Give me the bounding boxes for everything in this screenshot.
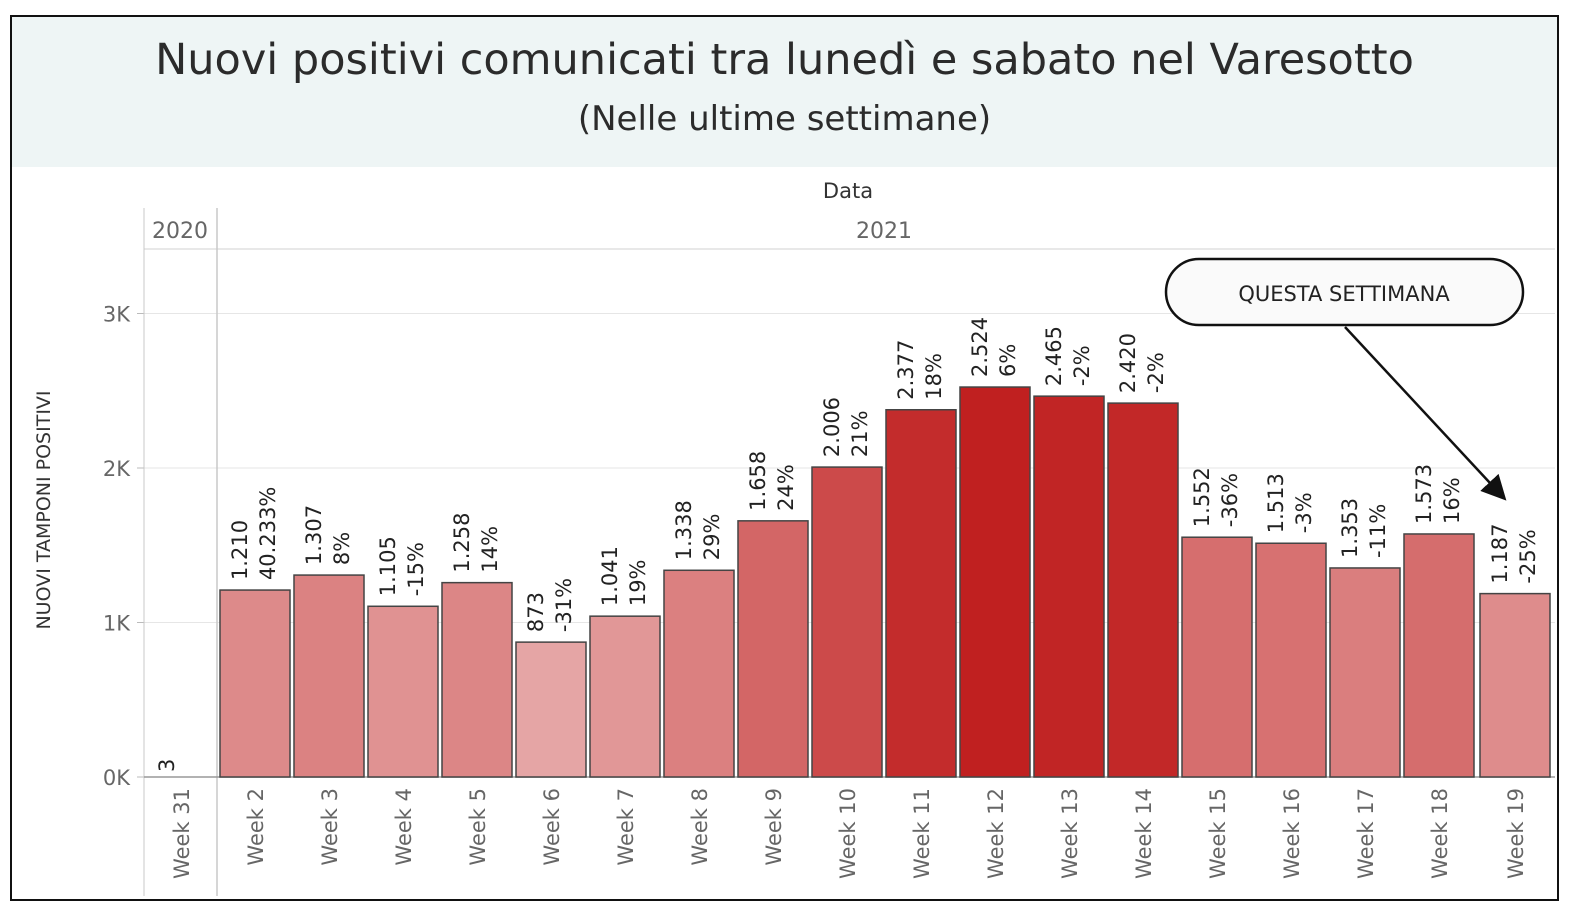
- pct-label: 18%: [922, 353, 946, 400]
- callout-label: QUESTA SETTIMANA: [1238, 282, 1450, 306]
- bar: [1255, 542, 1327, 778]
- year-label: 2021: [856, 219, 912, 244]
- x-tick-label: Week 3: [318, 788, 342, 866]
- pct-label: -2%: [1070, 345, 1094, 386]
- x-tick-label: Week 19: [1504, 788, 1528, 879]
- bar: [589, 615, 661, 778]
- bar: [219, 589, 291, 778]
- x-tick-label: Week 10: [836, 788, 860, 879]
- callout-arrow: [1344, 326, 1507, 501]
- pct-label: -11%: [1366, 504, 1390, 558]
- bar: [1181, 536, 1253, 778]
- value-label: 1.552: [1190, 467, 1214, 527]
- bar: [885, 409, 957, 778]
- callout-box: [1164, 257, 1525, 327]
- bar: [1403, 533, 1475, 778]
- pct-label: 6%: [996, 344, 1020, 377]
- chart-header: Nuovi positivi comunicati tra lunedì e s…: [12, 17, 1557, 167]
- x-tick-label: Week 8: [688, 788, 712, 866]
- value-label: 1.041: [598, 546, 622, 606]
- x-axis-title: Data: [823, 179, 873, 203]
- pct-label: 19%: [626, 559, 650, 606]
- value-label: 1.187: [1488, 523, 1512, 583]
- value-label: 2.465: [1042, 326, 1066, 386]
- value-label: 3: [155, 759, 179, 772]
- y-tick-label: 1K: [103, 612, 131, 636]
- value-label: 1.338: [672, 500, 696, 560]
- pct-label: 29%: [700, 514, 724, 561]
- value-label: 1.513: [1264, 473, 1288, 533]
- bar: [515, 641, 587, 778]
- x-tick-label: Week 16: [1280, 788, 1304, 879]
- pct-label: -25%: [1516, 529, 1540, 583]
- value-label: 1.573: [1412, 464, 1436, 524]
- chart-subtitle: (Nelle ultime settimane): [577, 99, 992, 139]
- x-tick-label: Week 5: [466, 788, 490, 866]
- value-label: 1.307: [302, 505, 326, 565]
- x-tick-label: Week 11: [910, 788, 934, 879]
- bar: [663, 569, 735, 778]
- value-label: 2.524: [968, 317, 992, 377]
- pct-label: -3%: [1292, 492, 1316, 533]
- value-label: 873: [524, 592, 548, 632]
- value-label: 2.377: [894, 340, 918, 400]
- x-tick-label: Week 14: [1132, 788, 1156, 879]
- x-tick-label: Week 7: [614, 788, 638, 866]
- value-label: 1.105: [376, 536, 400, 596]
- x-tick-label: Week 31: [170, 788, 194, 879]
- pct-label: -36%: [1218, 473, 1242, 527]
- pct-label: -31%: [552, 578, 576, 632]
- value-label: 2.420: [1116, 333, 1140, 393]
- x-tick-label: Week 6: [540, 788, 564, 866]
- y-tick-label: 3K: [103, 303, 131, 327]
- year-label: 2020: [152, 219, 208, 244]
- value-label: 1.658: [746, 451, 770, 511]
- x-tick-label: Week 17: [1354, 788, 1378, 879]
- bar: [811, 466, 883, 778]
- x-tick-label: Week 2: [244, 788, 268, 866]
- x-tick-label: Week 12: [984, 788, 1008, 879]
- value-label: 2.006: [820, 397, 844, 457]
- value-label: 1.210: [228, 520, 252, 580]
- bar: [737, 520, 809, 778]
- pct-label: 16%: [1440, 477, 1464, 524]
- bar: [1479, 592, 1551, 778]
- bar: [367, 605, 439, 778]
- pct-label: 40.233%: [256, 487, 280, 580]
- x-tick-label: Week 13: [1058, 788, 1082, 879]
- pct-label: 21%: [848, 410, 872, 457]
- pct-label: 8%: [330, 532, 354, 565]
- bar: [293, 574, 365, 778]
- pct-label: 24%: [774, 464, 798, 511]
- y-tick-label: 2K: [103, 457, 131, 481]
- pct-label: -15%: [404, 542, 428, 596]
- bars-layer: [219, 386, 1551, 778]
- y-tick-label: 0K: [103, 766, 131, 790]
- y-axis-title: NUOVI TAMPONI POSITIVI: [33, 390, 55, 629]
- chart-title: Nuovi positivi comunicati tra lunedì e s…: [155, 35, 1414, 85]
- x-tick-label: Week 15: [1206, 788, 1230, 879]
- x-tick-label: Week 18: [1428, 788, 1452, 879]
- labels-layer: Week 31 3 Week 2 1.210 40.233% Week 3 1.307 8% W…: [155, 317, 1540, 879]
- pct-label: -2%: [1144, 352, 1168, 393]
- value-label: 1.353: [1338, 498, 1362, 558]
- callout: QUESTA SETTIMANA: [1164, 257, 1525, 501]
- pct-label: 14%: [478, 526, 502, 573]
- value-label: 1.258: [450, 513, 474, 573]
- bar: [441, 581, 513, 778]
- bar: [1329, 567, 1401, 778]
- bar: [1107, 402, 1179, 778]
- bar: [1033, 395, 1105, 778]
- bar: [959, 386, 1031, 778]
- x-tick-label: Week 9: [762, 788, 786, 866]
- x-tick-label: Week 4: [392, 788, 416, 866]
